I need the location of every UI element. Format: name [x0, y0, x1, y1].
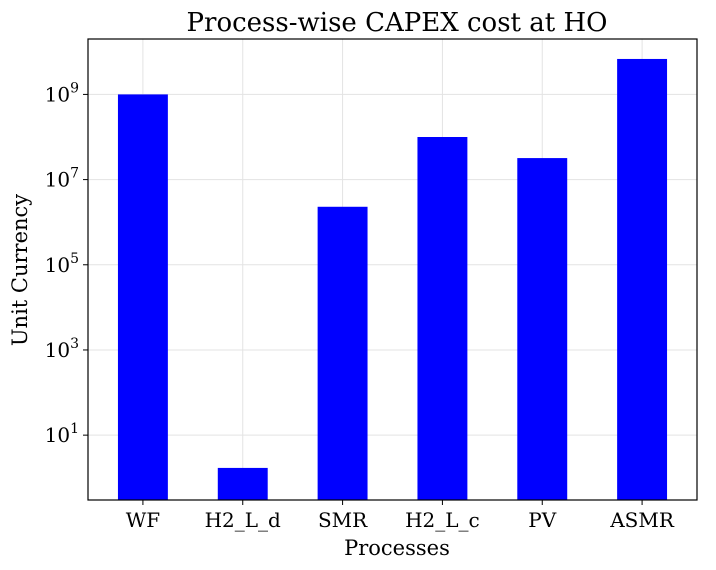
y-tick-label: 107 [45, 166, 79, 192]
bar-smr [317, 206, 368, 500]
x-tick-label: SMR [318, 508, 368, 532]
x-tick-label: H2_L_c [405, 508, 480, 532]
bar-h2-l-d [217, 467, 268, 500]
x-axis-ticks: WF H2_L_d SMR H2_L_c PV ASMR [126, 500, 675, 532]
y-tick-label: 101 [45, 421, 79, 447]
x-tick-label: WF [126, 508, 161, 532]
plot-frame [87, 38, 698, 501]
grid-layer [88, 39, 697, 500]
y-tick-label: 103 [45, 336, 79, 362]
x-axis-title: Processes [344, 536, 450, 560]
x-tick-label: ASMR [609, 508, 675, 532]
chart-title: Process-wise CAPEX cost at HO [187, 8, 608, 38]
y-axis-title: Unit Currency [8, 194, 32, 346]
y-axis-ticks: 101 103 105 107 109 [45, 80, 88, 447]
bar-asmr [617, 58, 668, 500]
x-tick-label: PV [528, 508, 556, 532]
y-tick-label: 105 [45, 251, 79, 277]
bar-wf [117, 94, 168, 500]
bar-pv [517, 158, 568, 500]
bars-layer [117, 58, 668, 500]
x-tick-label: H2_L_d [205, 508, 281, 532]
y-tick-label: 109 [45, 80, 79, 106]
bar-h2-l-c [417, 137, 468, 500]
